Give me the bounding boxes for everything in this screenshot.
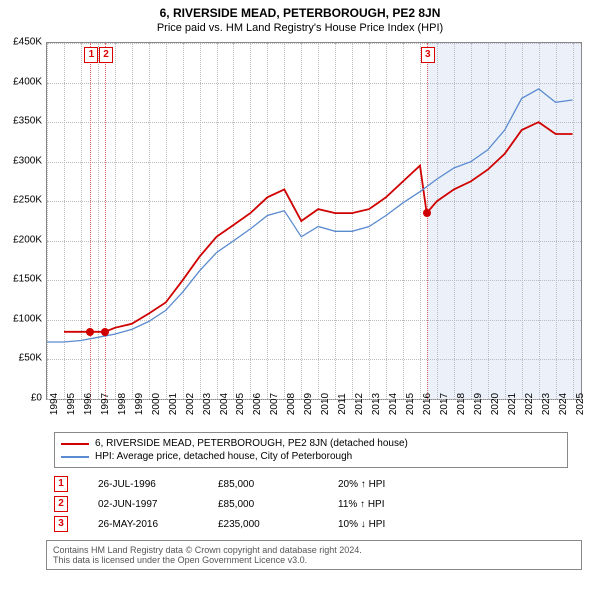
event-flag: 2	[99, 47, 113, 63]
x-tick-label: 2010	[320, 393, 331, 415]
x-tick-label: 2021	[507, 393, 518, 415]
y-tick-label: £100K	[13, 313, 42, 324]
y-tick-label: £0	[31, 393, 42, 404]
event-date: 02-JUN-1997	[98, 499, 218, 510]
event-date: 26-JUL-1996	[98, 479, 218, 490]
chart-title: 6, RIVERSIDE MEAD, PETERBOROUGH, PE2 8JN	[0, 0, 600, 20]
y-tick-label: £50K	[19, 353, 42, 364]
x-tick-label: 2025	[575, 393, 586, 415]
legend: 6, RIVERSIDE MEAD, PETERBOROUGH, PE2 8JN…	[54, 432, 568, 468]
x-tick-label: 2013	[371, 393, 382, 415]
legend-row: HPI: Average price, detached house, City…	[61, 450, 561, 463]
x-tick-label: 2023	[541, 393, 552, 415]
x-tick-label: 2004	[219, 393, 230, 415]
x-tick-label: 2009	[303, 393, 314, 415]
y-tick-label: £200K	[13, 234, 42, 245]
footer-line2: This data is licensed under the Open Gov…	[53, 555, 575, 565]
footer-note: Contains HM Land Registry data © Crown c…	[46, 540, 582, 570]
x-tick-label: 2006	[252, 393, 263, 415]
legend-swatch	[61, 443, 89, 445]
y-tick-label: £300K	[13, 155, 42, 166]
x-tick-label: 2005	[235, 393, 246, 415]
x-tick-label: 2012	[354, 393, 365, 415]
x-tick-label: 2018	[456, 393, 467, 415]
x-tick-label: 2003	[202, 393, 213, 415]
x-tick-label: 2019	[473, 393, 484, 415]
x-tick-label: 2002	[185, 393, 196, 415]
x-tick-label: 1995	[66, 393, 77, 415]
x-tick-label: 2022	[524, 393, 535, 415]
event-price: £235,000	[218, 519, 338, 530]
event-pct: 20% ↑ HPI	[338, 479, 458, 490]
event-pct: 10% ↓ HPI	[338, 519, 458, 530]
legend-label: HPI: Average price, detached house, City…	[95, 451, 352, 462]
x-tick-label: 1999	[134, 393, 145, 415]
x-tick-label: 2015	[405, 393, 416, 415]
event-price: £85,000	[218, 499, 338, 510]
x-tick-label: 2008	[286, 393, 297, 415]
legend-swatch	[61, 456, 89, 458]
event-pct: 11% ↑ HPI	[338, 499, 458, 510]
y-tick-label: £450K	[13, 37, 42, 48]
event-flag-icon: 1	[54, 476, 68, 492]
x-tick-label: 2024	[558, 393, 569, 415]
x-tick-label: 1997	[100, 393, 111, 415]
x-tick-label: 1994	[49, 393, 60, 415]
chart-subtitle: Price paid vs. HM Land Registry's House …	[0, 20, 600, 34]
y-tick-label: £350K	[13, 116, 42, 127]
event-flag: 1	[84, 47, 98, 63]
event-flag: 3	[421, 47, 435, 63]
event-row: 3 26-MAY-2016£235,00010% ↓ HPI	[54, 514, 458, 534]
price-marker	[423, 209, 431, 217]
event-table: 1 26-JUL-1996£85,00020% ↑ HPI 2 02-JUN-1997…	[54, 474, 458, 534]
x-tick-label: 2014	[388, 393, 399, 415]
x-tick-label: 2011	[337, 393, 348, 415]
event-row: 2 02-JUN-1997£85,00011% ↑ HPI	[54, 494, 458, 514]
x-tick-label: 2007	[269, 393, 280, 415]
x-tick-label: 2020	[490, 393, 501, 415]
chart-container: 6, RIVERSIDE MEAD, PETERBOROUGH, PE2 8JN…	[0, 0, 600, 590]
x-tick-label: 2017	[439, 393, 450, 415]
event-flag-icon: 3	[54, 516, 68, 532]
x-tick-label: 1998	[117, 393, 128, 415]
event-price: £85,000	[218, 479, 338, 490]
y-tick-label: £150K	[13, 274, 42, 285]
x-tick-label: 2001	[168, 393, 179, 415]
price-marker	[101, 328, 109, 336]
line-plot	[47, 43, 581, 399]
y-tick-label: £400K	[13, 76, 42, 87]
event-flag-icon: 2	[54, 496, 68, 512]
event-row: 1 26-JUL-1996£85,00020% ↑ HPI	[54, 474, 458, 494]
legend-row: 6, RIVERSIDE MEAD, PETERBOROUGH, PE2 8JN…	[61, 437, 561, 450]
plot-area: 12 3	[46, 42, 582, 400]
x-tick-label: 2016	[422, 393, 433, 415]
x-tick-label: 1996	[83, 393, 94, 415]
legend-label: 6, RIVERSIDE MEAD, PETERBOROUGH, PE2 8JN…	[95, 438, 408, 449]
x-tick-label: 2000	[151, 393, 162, 415]
y-tick-label: £250K	[13, 195, 42, 206]
event-date: 26-MAY-2016	[98, 519, 218, 530]
footer-line1: Contains HM Land Registry data © Crown c…	[53, 545, 575, 555]
price-marker	[86, 328, 94, 336]
